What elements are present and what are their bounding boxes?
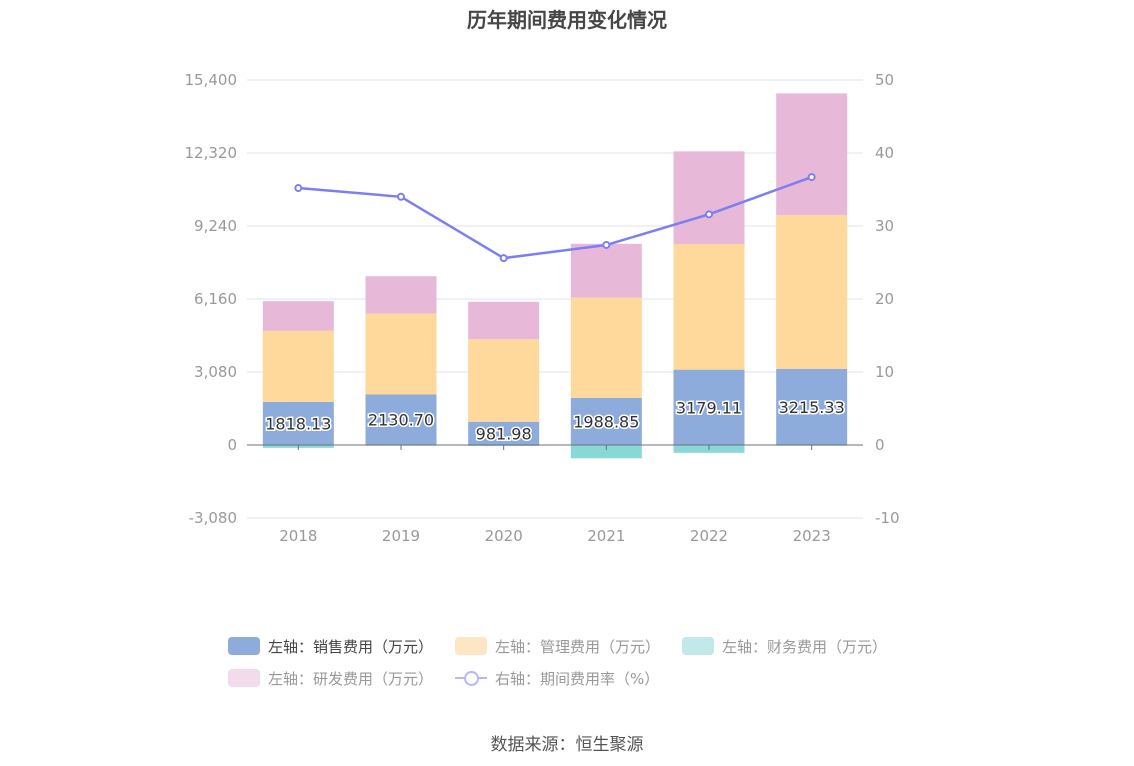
data-label: 981.98 (476, 424, 532, 443)
bar-rnd-2022 (673, 151, 745, 245)
y-right-tick-label: -10 (875, 509, 900, 527)
legend-item-finance[interactable]: 左轴：财务费用（万元） (682, 636, 887, 657)
legend: 左轴：销售费用（万元） 左轴：管理费用（万元） 左轴：财务费用（万元） 左轴：研… (228, 630, 948, 694)
legend-item-expense-rate[interactable]: 右轴：期间费用率（%） (455, 668, 659, 689)
bar-admin-2023 (776, 214, 848, 369)
expense-rate-point (294, 184, 303, 193)
expense-rate-point (807, 173, 816, 182)
expense-rate-point (602, 240, 611, 249)
x-tick-label: 2022 (690, 527, 728, 545)
x-tick-label: 2019 (382, 527, 420, 545)
y-right-tick-label: 20 (875, 290, 894, 308)
y-left-tick-label: 12,320 (185, 144, 238, 162)
bar-finance-2021 (570, 445, 642, 459)
legend-item-sales[interactable]: 左轴：销售费用（万元） (228, 636, 433, 657)
expense-rate-point (397, 192, 405, 201)
data-label: 2130.70 (368, 411, 434, 430)
legend-swatch-finance (682, 637, 715, 655)
bar-sales-2018 (262, 401, 334, 445)
y-left-tick-label: 15,400 (185, 71, 238, 89)
y-right-tick-label: 10 (875, 363, 894, 381)
legend-item-admin[interactable]: 左轴：管理费用（万元） (455, 636, 660, 657)
legend-label-sales: 左轴：销售费用（万元） (268, 637, 434, 656)
x-tick-label: 2023 (793, 527, 831, 545)
data-label: 3179.11 (676, 398, 742, 417)
y-left-tick-label: 0 (227, 436, 237, 454)
y-left-tick-label: -3,080 (189, 509, 237, 527)
legend-item-rnd[interactable]: 左轴：研发费用（万元） (228, 668, 433, 689)
legend-swatch-sales (228, 637, 260, 655)
bar-rnd-2021 (570, 243, 642, 298)
bar-admin-2022 (673, 244, 745, 370)
legend-label-finance: 左轴：财务费用（万元） (722, 637, 888, 656)
legend-swatch-rnd (228, 669, 260, 687)
y-right-tick-label: 50 (875, 71, 894, 89)
bar-admin-2021 (570, 297, 642, 398)
data-label: 1988.85 (573, 412, 639, 431)
bar-admin-2020 (468, 339, 540, 422)
bar-rnd-2020 (468, 301, 540, 340)
bar-admin-2019 (365, 313, 437, 395)
bar-sales-2019 (365, 394, 437, 445)
legend-label-expense-rate: 右轴：期间费用率（%） (495, 669, 660, 688)
y-right-tick-label: 30 (875, 217, 894, 235)
expense-rate-point (705, 210, 713, 219)
x-tick-label: 2021 (587, 527, 625, 545)
y-right-tick-label: 0 (875, 436, 885, 454)
legend-label-admin: 左轴：管理费用（万元） (495, 637, 661, 656)
x-tick-label: 2020 (485, 527, 523, 545)
bar-admin-2018 (262, 330, 334, 402)
y-left-tick-label: 6,160 (194, 290, 237, 308)
bar-sales-2020 (468, 421, 540, 445)
data-source: 数据来源：恒生聚源 (490, 735, 644, 755)
y-left-tick-label: 9,240 (194, 217, 237, 235)
y-left-tick-label: 3,080 (194, 363, 237, 381)
expense-rate-point (499, 254, 508, 263)
chart-title: 历年期间费用变化情况 (467, 8, 667, 32)
bar-rnd-2018 (262, 301, 334, 331)
x-tick-label: 2018 (279, 527, 317, 545)
legend-swatch-expense-rate (455, 669, 488, 687)
expense-rate-line (298, 175, 813, 260)
legend-label-rnd: 左轴：研发费用（万元） (268, 669, 434, 688)
bar-rnd-2019 (365, 276, 437, 314)
y-right-tick-label: 40 (875, 144, 894, 162)
bar-sales-2023 (776, 368, 848, 445)
data-label: 3215.33 (779, 398, 845, 417)
legend-swatch-admin (455, 637, 488, 655)
data-label: 1818.13 (265, 414, 331, 433)
bar-sales-2021 (570, 397, 642, 445)
bar-rnd-2023 (776, 93, 848, 215)
bar-sales-2022 (673, 369, 745, 445)
